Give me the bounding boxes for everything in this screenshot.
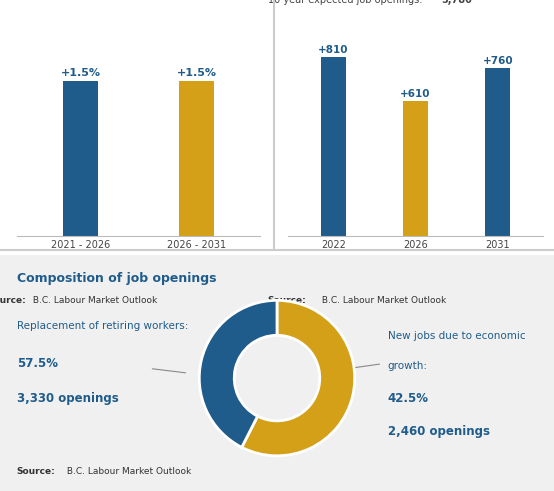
Bar (179, 82, 214, 236)
Text: 10 year expected job openings:: 10 year expected job openings: (268, 0, 425, 4)
Text: B.C. Labour Market Outlook: B.C. Labour Market Outlook (319, 296, 446, 305)
Text: 57.5%: 57.5% (17, 356, 58, 370)
Text: Composition of job openings: Composition of job openings (17, 272, 216, 285)
Text: +810: +810 (318, 45, 348, 55)
Text: B.C. Labour Market Outlook: B.C. Labour Market Outlook (30, 296, 157, 305)
Bar (403, 101, 428, 236)
Wedge shape (242, 300, 355, 456)
Text: B.C. Labour Market Outlook: B.C. Labour Market Outlook (64, 467, 191, 476)
Text: +610: +610 (400, 89, 431, 100)
Bar (485, 68, 510, 236)
Text: 42.5%: 42.5% (388, 392, 429, 405)
Text: Source:: Source: (17, 467, 55, 476)
Text: Source:: Source: (0, 296, 26, 305)
Text: 3,330 openings: 3,330 openings (17, 392, 119, 405)
Text: Replacement of retiring workers:: Replacement of retiring workers: (17, 321, 188, 331)
Bar (63, 82, 98, 236)
Text: New jobs due to economic: New jobs due to economic (388, 331, 525, 341)
Text: 5,780: 5,780 (441, 0, 472, 4)
Wedge shape (199, 300, 277, 447)
Text: growth:: growth: (388, 361, 428, 371)
Text: 2,460 openings: 2,460 openings (388, 425, 490, 438)
Text: +1.5%: +1.5% (60, 68, 100, 78)
Text: Source:: Source: (268, 296, 306, 305)
Bar (321, 57, 346, 236)
Text: +1.5%: +1.5% (177, 68, 217, 78)
Text: +760: +760 (483, 56, 513, 66)
